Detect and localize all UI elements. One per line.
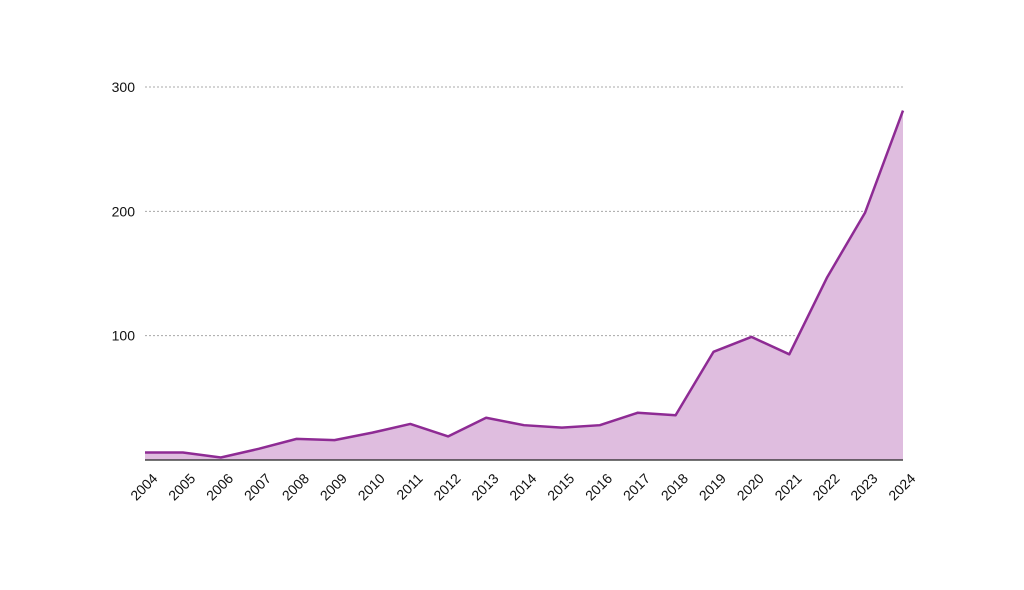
x-tick-label: 2016 bbox=[582, 470, 615, 503]
x-tick-label: 2014 bbox=[506, 470, 539, 503]
data-point bbox=[370, 431, 374, 435]
x-tick-label: 2022 bbox=[809, 470, 842, 503]
data-point bbox=[408, 422, 412, 426]
x-tick-label: 2005 bbox=[165, 470, 198, 503]
x-tick-label: 2023 bbox=[847, 470, 880, 503]
x-tick-label: 2012 bbox=[430, 470, 463, 503]
data-point bbox=[295, 437, 299, 441]
x-tick-label: 2020 bbox=[734, 470, 767, 503]
data-point bbox=[484, 416, 488, 420]
x-tick-label: 2011 bbox=[393, 470, 426, 503]
x-tick-label: 2024 bbox=[885, 470, 918, 503]
x-tick-label: 2007 bbox=[241, 470, 274, 503]
x-tick-label: 2008 bbox=[279, 470, 312, 503]
x-tick-label: 2004 bbox=[127, 470, 160, 503]
data-point bbox=[825, 275, 829, 279]
x-tick-label: 2021 bbox=[771, 470, 804, 503]
data-point bbox=[143, 451, 147, 455]
data-point bbox=[598, 423, 602, 427]
area-fill bbox=[145, 110, 903, 461]
plot-area bbox=[143, 109, 905, 461]
data-point bbox=[333, 438, 337, 442]
x-tick-label: 2018 bbox=[658, 470, 691, 503]
x-tick-label: 2010 bbox=[355, 470, 388, 503]
data-point bbox=[636, 411, 640, 415]
data-point bbox=[901, 109, 905, 113]
data-point bbox=[522, 423, 526, 427]
x-tick-label: 2017 bbox=[620, 470, 653, 503]
data-point bbox=[674, 413, 678, 417]
gridlines bbox=[145, 86, 903, 337]
data-point bbox=[257, 447, 261, 451]
data-point bbox=[560, 426, 564, 430]
data-point bbox=[219, 456, 223, 460]
series-line bbox=[145, 110, 905, 459]
data-point bbox=[181, 451, 185, 455]
data-point bbox=[712, 350, 716, 354]
y-tick-label: 300 bbox=[112, 79, 136, 95]
data-point bbox=[749, 335, 753, 339]
x-tick-label: 2009 bbox=[317, 470, 350, 503]
x-tick-label: 2013 bbox=[468, 470, 501, 503]
x-tick-label: 2006 bbox=[203, 470, 236, 503]
data-point bbox=[863, 211, 867, 215]
x-tick-label: 2019 bbox=[696, 470, 729, 503]
data-point bbox=[787, 352, 791, 356]
x-tick-label: 2015 bbox=[544, 470, 577, 503]
y-tick-label: 200 bbox=[112, 203, 136, 219]
y-tick-label: 100 bbox=[112, 328, 136, 344]
data-point bbox=[446, 434, 450, 438]
